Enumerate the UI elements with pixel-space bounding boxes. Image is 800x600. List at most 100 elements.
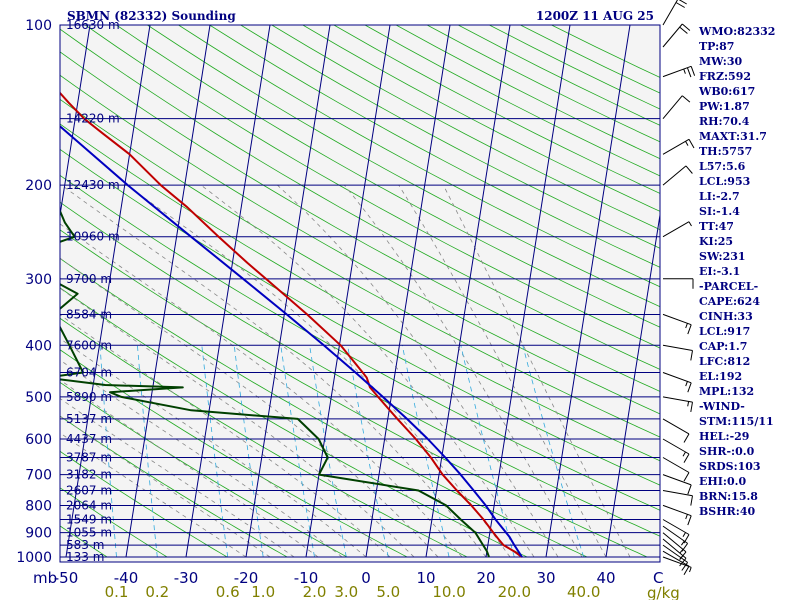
sounding-time: 1200Z 11 AUG 25 [536,9,654,23]
index-item: EL:192 [699,370,742,383]
wind-barb [662,23,691,48]
index-item: CINH:33 [699,310,753,323]
wind-barb [662,490,693,506]
mixing-ratio-unit-label: g/kg [647,584,680,600]
index-item: STM:115/11 [699,415,774,428]
temperature-tick-label: -40 [114,569,139,587]
mixing-ratio-tick-label: 5.0 [376,583,400,600]
pressure-tick-label: 100 [25,18,52,34]
index-item: SW:231 [699,250,746,263]
index-item: TT:47 [699,220,734,233]
index-item: LCL:917 [699,325,750,338]
height-labels: 16630 m 14220 m 12430 m 10960 m 9700 m 8584 m… [66,18,120,564]
mixing-ratio-tick-label: 3.0 [334,583,358,600]
pressure-tick-labels: 100 200 300 400 500 600 700 800 900 1000 [16,18,52,566]
wind-barbs [662,0,696,576]
index-item: RH:70.4 [699,115,750,128]
height-label: 2607 m [66,484,112,498]
height-label: 5890 m [66,390,112,404]
dewpoint-line [60,208,490,558]
height-label: 9700 m [66,272,112,286]
mixing-ratio-tick-label: 2.0 [303,583,327,600]
wind-barb [662,95,691,120]
isobars [60,25,660,558]
height-label: 3787 m [66,451,112,465]
height-label: 16630 m [66,18,120,32]
temperature-tick-label: 0 [361,569,371,587]
height-label: 2064 m [66,498,112,512]
isotherms [60,25,660,558]
wind-barb [662,532,687,560]
parcel-line [60,125,523,558]
wind-barb [662,519,690,544]
height-label: 583 m [66,538,104,552]
wind-barb [662,550,690,576]
index-item: -PARCEL- [699,280,758,293]
wind-barb [662,344,693,361]
index-item: CAP:1.7 [699,340,747,353]
isotherm-0 [365,25,451,558]
moist-adiabat-4 [60,314,391,558]
mixing-ratio-tick-labels: 0.1 0.2 0.6 1.0 2.0 3.0 5.0 10.0 20.0 40.0 [105,583,601,600]
index-item: BRN:15.8 [699,490,758,503]
index-item: -WIND- [699,400,745,413]
isotherm--30 [185,25,271,558]
height-label: 5137 m [66,412,112,426]
moist-adiabat-8 [60,287,415,558]
mixing-ratio-tick-label: 1.0 [251,583,275,600]
temperature-tick-label: 40 [596,569,615,587]
wind-barb [663,278,694,289]
wind-barb [662,372,692,393]
temperature-line [60,91,523,558]
height-label: 8584 m [66,307,112,321]
index-item: LCL:953 [699,175,750,188]
isotherm-20 [485,25,571,558]
index-item: SI:-1.4 [699,205,740,218]
height-label: 10960 m [66,230,120,244]
height-label: 133 m [66,550,104,564]
index-item: LI:-2.7 [699,190,740,203]
index-item: SRDS:103 [699,460,761,473]
wind-barb [662,65,696,78]
station-title: SBMN (82332) Sounding [67,9,236,23]
height-label: 6704 m [66,366,112,380]
isotherm--20 [245,25,331,558]
mixing-ratio-tick-label: 0.6 [216,583,240,600]
wind-barb [662,504,692,526]
temperature-tick-label: -30 [174,569,199,587]
wind-barb [662,556,692,573]
temperature-tick-label: 10 [416,569,435,587]
isotherm--50 [65,25,151,558]
wind-barb [662,544,689,571]
temperature-tick-label: 30 [536,569,555,587]
pressure-tick-label: 1000 [16,550,52,566]
temperature-tick-label: -10 [294,569,319,587]
index-item: L57:5.6 [699,160,746,173]
wind-barb [662,138,695,155]
index-item: PW:1.87 [699,100,750,113]
height-label: 4437 m [66,432,112,446]
index-item: KI:25 [699,235,733,248]
temperature-tick-labels: -50 -40 -30 -20 -10 0 10 20 30 40 [54,569,616,587]
mixing-ratio-tick-label: 0.2 [145,583,169,600]
pressure-tick-label: 200 [25,178,52,194]
temperature-tick-label: 20 [476,569,495,587]
wind-barb [662,396,693,412]
height-label: 7600 m [66,338,112,352]
index-item: WMO:82332 [698,25,775,38]
index-item: MW:30 [699,55,742,68]
wind-barb [662,0,687,26]
pressure-tick-label: 700 [25,468,52,484]
height-label: 3182 m [66,468,112,482]
index-item: LFC:812 [699,355,750,368]
index-item: EHI:0.0 [699,475,746,488]
wind-barb [662,313,692,335]
isotherm--10 [305,25,391,558]
mixing-ratio-tick-label: 40.0 [567,583,600,600]
isotherm-10 [425,25,511,558]
moist-adiabat-40 [398,184,607,558]
temperature-unit-label: C [653,569,663,587]
index-item: WB0:617 [698,85,755,98]
pressure-tick-label: 800 [25,498,52,514]
